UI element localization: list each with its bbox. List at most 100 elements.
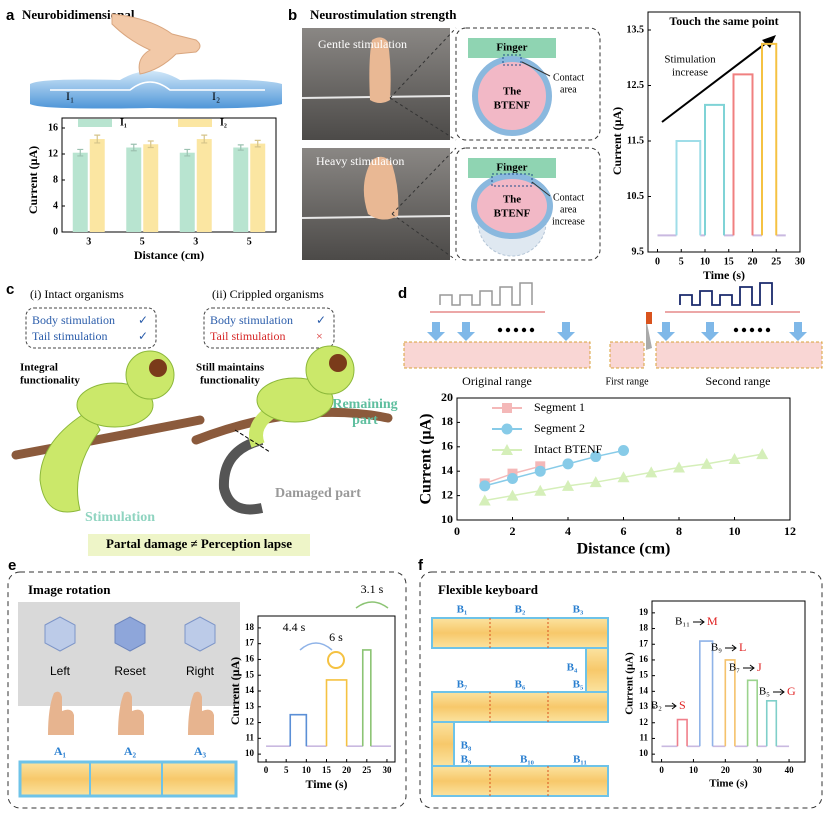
note: Stimulation xyxy=(85,510,155,525)
error-bar xyxy=(237,144,244,151)
x-tick-label: 10 xyxy=(729,524,741,538)
cubes xyxy=(44,616,216,652)
panel-label: e xyxy=(8,557,16,574)
gecko-tail xyxy=(39,409,101,513)
gecko-eye xyxy=(149,359,167,377)
trend-arrow xyxy=(661,39,771,123)
panel-title: Image rotation xyxy=(28,582,111,597)
panel-label: a xyxy=(6,7,15,24)
damaged-tail xyxy=(218,435,264,515)
callout-text: Body stimulation xyxy=(210,313,293,327)
key-label: B₁₁ xyxy=(573,754,587,766)
callout-text: Body stimulation xyxy=(32,313,115,327)
x-tick-label: 40 xyxy=(785,765,795,775)
x-tick-label: 15 xyxy=(322,765,332,775)
bar xyxy=(250,143,266,232)
legend-swatch xyxy=(78,119,112,127)
y-tick-label: 17 xyxy=(245,638,255,648)
rotation-arc xyxy=(355,601,389,609)
panel-box xyxy=(7,571,407,809)
panel-label: f xyxy=(418,557,424,574)
annotation-arrow xyxy=(743,664,755,672)
key-label: B₈ xyxy=(461,740,472,752)
error-bar xyxy=(254,139,261,148)
y-tick-label: 11 xyxy=(245,732,254,742)
y-tick-label: 14 xyxy=(441,463,453,477)
error-bar xyxy=(201,134,208,144)
x-tick-label: 5 xyxy=(140,236,145,247)
pointer xyxy=(521,61,551,77)
x-tick-label: 30 xyxy=(753,765,763,775)
y-tick-label: 16 xyxy=(639,654,649,664)
x-tick-label: 8 xyxy=(676,524,682,538)
x-tick-label: 0 xyxy=(659,765,664,775)
finger-block xyxy=(468,38,556,58)
marker xyxy=(478,494,491,506)
panel-label: b xyxy=(288,7,297,24)
series-line xyxy=(761,42,778,236)
bar xyxy=(196,139,212,232)
cut-line xyxy=(234,429,271,453)
y-tick-label: 14 xyxy=(639,685,649,695)
diagram-label: The xyxy=(503,194,521,206)
contact-box xyxy=(491,173,533,187)
photo-caption: Heavy stimulation xyxy=(316,154,404,168)
error-bar xyxy=(94,134,101,144)
marker xyxy=(534,465,546,477)
x-tick-label: 0 xyxy=(454,524,460,538)
marker xyxy=(534,484,547,496)
y-tick-label: 18 xyxy=(639,623,649,633)
panel-label: c xyxy=(6,281,14,298)
y-tick-label: 13 xyxy=(245,701,255,711)
marker xyxy=(590,451,602,463)
y-tick-label: 0 xyxy=(53,226,58,237)
series-line xyxy=(675,140,702,236)
x-tick-label: 6 xyxy=(621,524,627,538)
x-tick-label: 25 xyxy=(771,256,781,267)
panel-label: d xyxy=(398,285,407,302)
annotation-key: B₉ xyxy=(711,642,722,654)
waveform xyxy=(679,282,773,306)
note: functionality xyxy=(20,375,80,387)
y-tick-label: 16 xyxy=(48,122,58,133)
diagram-label: Finger xyxy=(496,162,527,174)
annotation: increase xyxy=(672,67,708,79)
y-tick-label: 17 xyxy=(639,638,649,648)
note: Integral xyxy=(20,362,58,374)
annotation-letter: S xyxy=(679,698,686,712)
annotation-key: B₂ xyxy=(651,700,662,712)
finger xyxy=(369,37,391,103)
marker xyxy=(673,461,685,473)
error-bar xyxy=(147,140,154,149)
y-tick-label: 10 xyxy=(441,512,453,526)
x-tick-label: 3 xyxy=(86,236,91,247)
stimulus-arrows xyxy=(427,322,807,341)
annotation: 3.1 s xyxy=(361,582,384,596)
marker xyxy=(589,476,602,488)
x-tick-label: 12 xyxy=(784,524,796,538)
series-line xyxy=(699,640,714,747)
hand xyxy=(111,13,201,75)
error-bar xyxy=(184,148,191,157)
y-tick-label: 14 xyxy=(245,685,255,695)
series-line xyxy=(289,713,308,747)
annotation-key: B₅ xyxy=(759,686,770,698)
panel-subtitle: (ii) Crippled organisms xyxy=(212,287,324,301)
y-tick-label: 10 xyxy=(639,748,649,758)
y-tick-label: 9.5 xyxy=(632,246,645,257)
illustration-label: I₁ xyxy=(66,89,74,103)
y-tick-label: 18 xyxy=(441,414,453,428)
bar xyxy=(179,152,195,232)
inset-box xyxy=(455,27,601,141)
marker xyxy=(562,458,574,470)
legend-label: I₁ xyxy=(120,117,127,128)
diagram-label: The xyxy=(503,86,521,98)
x-tick-label: 10 xyxy=(689,765,699,775)
y-axis-label: Current (μA) xyxy=(610,107,624,175)
key-label: A₃ xyxy=(194,744,207,758)
series-line xyxy=(704,103,725,236)
y-tick-label: 20 xyxy=(441,390,453,404)
x-tick-label: 20 xyxy=(748,256,758,267)
range-label: Original range xyxy=(462,374,532,388)
